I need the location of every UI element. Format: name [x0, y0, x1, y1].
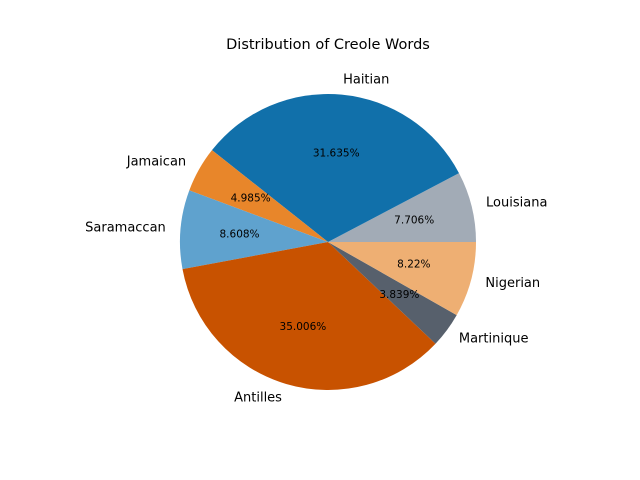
pie-slice-jamaican — [189, 150, 328, 242]
pie-slice-nigerian — [328, 242, 476, 316]
slice-label-haitian: Haitian — [343, 72, 389, 87]
slice-percent-antilles: 35.006% — [280, 321, 327, 333]
slice-percent-saramaccan: 8.608% — [220, 228, 260, 240]
slice-label-louisiana: Louisiana — [486, 195, 547, 210]
pie-slice-saramaccan — [180, 190, 328, 270]
slice-label-martinique: Martinique — [459, 331, 529, 346]
pie-slice-haitian — [211, 93, 459, 242]
slice-label-antilles: Antilles — [234, 391, 282, 406]
pie-slices — [180, 93, 476, 391]
chart-title: Distribution of Creole Words — [226, 37, 430, 53]
slice-label-saramaccan: Saramaccan — [85, 221, 166, 236]
slice-percent-jamaican: 4.985% — [231, 192, 271, 204]
slice-label-nigerian: Nigerian — [485, 276, 540, 291]
pie-slice-louisiana — [328, 173, 476, 242]
slice-percent-nigerian: 8.22% — [397, 259, 430, 271]
pie-slice-martinique — [328, 242, 457, 344]
slice-percent-louisiana: 7.706% — [394, 215, 434, 227]
slice-label-jamaican: Jamaican — [126, 155, 186, 170]
pie-labels: Louisiana 7.706% Haitian 31.635% Jamaican 4.9… — [85, 72, 547, 405]
slice-percent-haitian: 31.635% — [313, 148, 360, 160]
slice-percent-martinique: 3.839% — [379, 289, 419, 301]
pie-slice-antilles — [182, 242, 436, 391]
